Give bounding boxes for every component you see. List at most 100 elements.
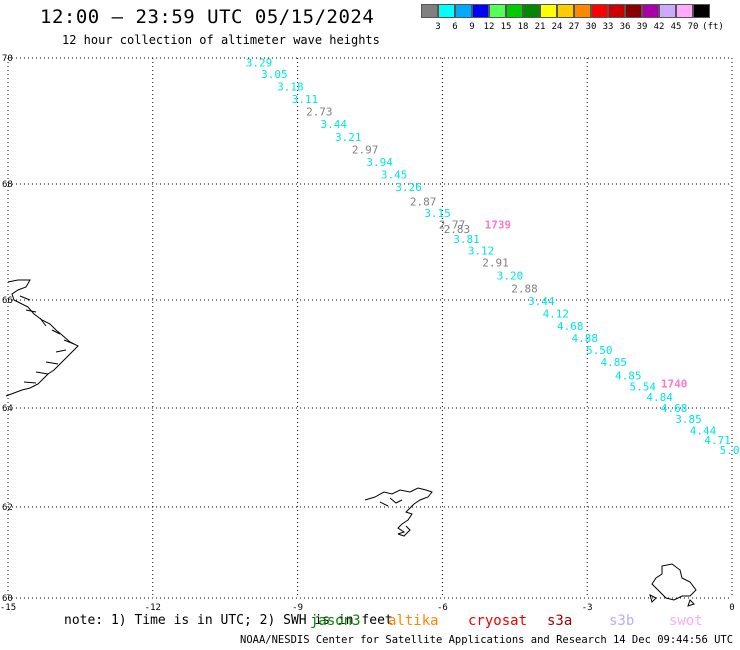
wave-height-value: 4.12 [543,308,570,321]
scale-swatch [540,4,557,18]
x-tick-label: -12 [145,603,161,613]
scale-label: 9 [469,22,475,32]
wave-height-value: 5.0 [720,444,740,457]
wave-height-value: 3.29 [246,56,273,69]
satellite-s3b: s3b [609,613,635,629]
scale-label: 36 [619,22,631,32]
wave-height-value: 2.83 [444,223,471,236]
pass-time-label: 1739 [485,219,512,232]
wave-height-value: 2.77 [439,219,466,232]
x-tick-label: 0 [729,603,734,613]
scale-swatch [693,4,710,18]
note-text: note: 1) Time is in UTC; 2) SWH is in fe… [64,613,393,628]
wave-height-value: 4.84 [646,391,673,404]
wave-height-value: 3.15 [424,207,451,220]
coastline [5,279,697,607]
scale-label: 3 [435,22,441,32]
satellite-altika: altika [388,613,439,629]
wave-height-value: 4.71 [704,434,731,447]
x-tick-label: -3 [582,603,593,613]
scale-swatch [421,4,438,18]
scale-swatch [523,4,540,18]
wave-height-value: 4.68 [557,320,584,333]
wave-height-value: 3.26 [395,181,422,194]
wave-height-value: 3.45 [381,169,408,182]
y-tick-label: 60 [2,594,13,604]
faroe-islands [364,487,433,537]
scale-swatch [625,4,642,18]
wave-height-value: 3.94 [366,156,393,169]
iceland-coastline [5,279,79,397]
satellite-cryosat: cryosat [468,613,528,629]
scale-unit: (ft) [702,22,724,32]
wave-height-value: 4.88 [572,332,599,345]
footer-credit: NOAA/NESDIS Center for Satellite Applica… [240,634,740,646]
y-tick-label: 70 [2,54,13,64]
wave-height-value: 3.44 [321,118,348,131]
wave-height-value: 5.54 [629,380,656,393]
wave-height-value: 3.85 [675,413,702,426]
scale-swatch [574,4,591,18]
wave-height-value: 4.68 [661,402,688,415]
wave-height-value: 2.73 [306,106,333,119]
map-subtitle: 12 hour collection of altimeter wave hei… [62,33,380,47]
scale-label: 70 [687,22,699,32]
scale-swatch [642,4,659,18]
x-tick-label: -9 [292,603,303,613]
scale-swatch [506,4,523,18]
scale-label: 39 [636,22,648,32]
shetland-islands [649,563,697,607]
wave-height-value: 3.20 [497,270,524,283]
wave-height-value: 4.85 [615,370,642,383]
y-tick-label: 66 [2,296,13,306]
scale-swatch [676,4,693,18]
x-tick-label: -6 [437,603,448,613]
scale-swatch [472,4,489,18]
scale-swatch [591,4,608,18]
wave-height-value: 3.18 [277,80,304,93]
satellite-s3a: s3a [547,613,573,629]
wave-height-value: 4.85 [600,356,627,369]
satellite-jason3: jason3 [310,613,361,629]
scale-label: 6 [452,22,458,32]
scale-swatch [455,4,472,18]
scale-swatch [489,4,506,18]
wave-height-value: 2.88 [511,282,538,295]
y-tick-label: 64 [2,404,13,414]
wave-height-value: 3.12 [468,245,495,258]
map-title: 12:00 – 23:59 UTC 05/15/2024 [40,6,375,28]
pass-time-label: 1740 [661,378,688,391]
wave-height-value: 3.05 [261,68,288,81]
scale-label: 21 [534,22,546,32]
scale-swatch [557,4,574,18]
scale-label: 15 [500,22,512,32]
wave-height-value: 5.50 [586,344,613,357]
wave-height-value: 3.21 [335,131,362,144]
scale-label: 42 [653,22,665,32]
wave-height-value: 2.91 [482,256,509,269]
y-tick-label: 68 [2,180,13,190]
scale-label: 30 [585,22,597,32]
wave-height-value: 3.44 [528,295,555,308]
scale-label: 12 [483,22,495,32]
scale-swatch [608,4,625,18]
scale-label: 33 [602,22,614,32]
scale-label: 24 [551,22,563,32]
x-tick-label: -15 [0,603,16,613]
lat-lon-grid: -15 -12 -9 -6 -3 0 70 68 66 64 62 60 [0,54,735,613]
iceland-fjords [19,295,75,384]
scale-swatch [659,4,676,18]
scale-label: 45 [670,22,682,32]
wave-height-value: 4.44 [690,424,717,437]
scale-label: 27 [568,22,580,32]
wave-height-value: 3.81 [453,233,480,246]
wave-height-value: 2.87 [410,195,437,208]
scale-swatch [438,4,455,18]
y-tick-label: 62 [2,503,13,513]
scale-label: 18 [517,22,529,32]
wave-height-value: 3.11 [292,93,319,106]
wave-height-value: 2.97 [352,143,379,156]
satellite-swot: swot [669,613,703,629]
wave-height-observations: 3.293.053.183.112.733.443.212.973.943.45… [246,56,740,457]
